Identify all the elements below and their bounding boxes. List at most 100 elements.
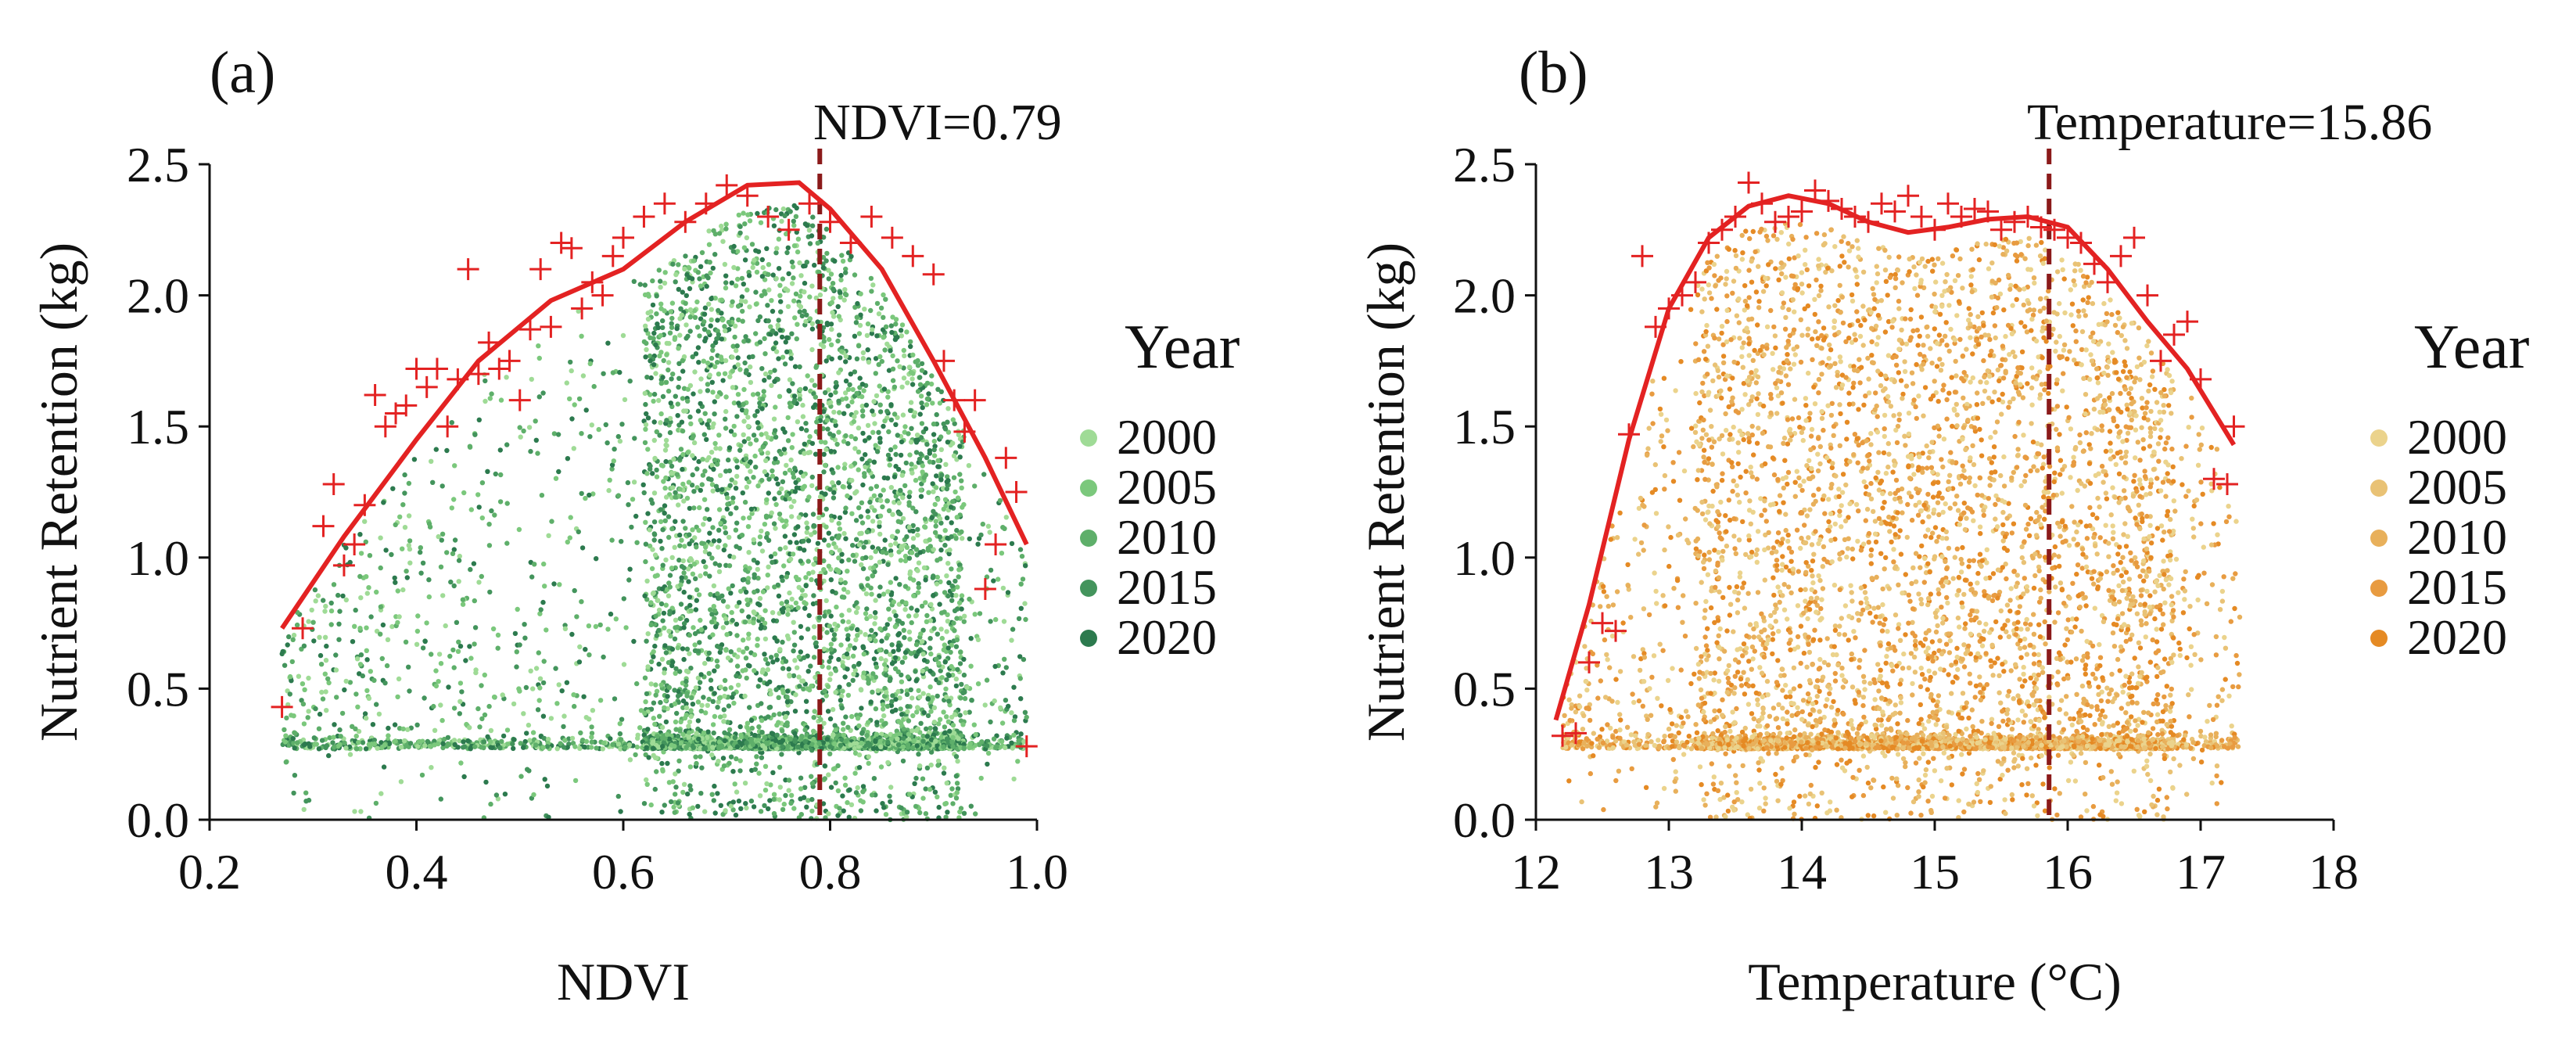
scatter-point	[739, 408, 745, 413]
scatter-point	[788, 209, 793, 214]
scatter-point	[316, 726, 322, 731]
scatter-point	[825, 709, 831, 714]
scatter-point	[406, 513, 412, 519]
scatter-point	[373, 800, 379, 806]
scatter-point	[872, 621, 877, 627]
scatter-point	[856, 331, 863, 336]
scatter-point	[773, 476, 779, 482]
scatter-point	[718, 803, 723, 809]
scatter-point	[722, 371, 728, 376]
scatter-point	[699, 765, 705, 770]
scatter-point	[886, 368, 892, 373]
scatter-point	[651, 398, 656, 404]
scatter-point	[791, 806, 797, 811]
scatter-point	[830, 589, 835, 594]
scatter-point	[483, 378, 488, 384]
scatter-point	[685, 669, 691, 675]
scatter-point	[790, 432, 795, 437]
scatter-point	[919, 603, 925, 609]
scatter-point	[743, 334, 748, 339]
scatter-point	[784, 335, 790, 340]
scatter-point	[754, 754, 759, 760]
scatter-point	[792, 731, 798, 736]
scatter-point	[678, 602, 684, 607]
scatter-point	[837, 548, 842, 553]
scatter-point	[748, 717, 755, 724]
scatter-point	[953, 536, 959, 541]
scatter-point	[842, 509, 849, 515]
scatter-point	[754, 269, 760, 275]
scatter-point	[696, 458, 701, 465]
scatter-point	[988, 619, 993, 624]
scatter-point	[902, 353, 907, 359]
scatter-point	[658, 411, 664, 417]
scatter-point	[742, 360, 748, 366]
scatter-point	[932, 530, 938, 535]
scatter-point	[791, 298, 797, 303]
scatter-point	[634, 540, 640, 545]
scatter-point	[784, 699, 791, 705]
scatter-point	[675, 413, 680, 418]
scatter-point	[904, 688, 910, 694]
scatter-point	[771, 792, 777, 797]
scatter-point	[633, 513, 639, 519]
scatter-point	[587, 652, 592, 658]
scatter-point	[748, 798, 755, 804]
scatter-point	[688, 708, 694, 713]
scatter-point	[479, 515, 485, 521]
scatter-point	[731, 700, 737, 706]
scatter-point	[744, 484, 750, 490]
scatter-point	[671, 804, 676, 810]
scatter-point	[741, 386, 747, 393]
scatter-point	[942, 542, 948, 548]
scatter-point	[366, 695, 372, 701]
scatter-point	[716, 695, 723, 701]
scatter-point	[762, 351, 768, 357]
scatter-point	[669, 526, 675, 532]
scatter-point	[702, 338, 708, 343]
scatter-point	[716, 390, 723, 396]
scatter-point	[759, 616, 765, 622]
scatter-point	[912, 410, 918, 415]
scatter-point	[523, 684, 529, 691]
scatter-point	[729, 303, 734, 308]
scatter-point	[802, 785, 808, 790]
scatter-point	[451, 583, 457, 589]
scatter-point	[765, 666, 771, 673]
scatter-point	[694, 485, 700, 490]
scatter-point	[768, 554, 774, 559]
scatter-point	[315, 593, 321, 598]
scatter-point	[511, 701, 517, 707]
scatter-point	[944, 677, 949, 683]
scatter-point	[777, 711, 782, 716]
scatter-point	[837, 526, 843, 532]
scatter-point	[436, 652, 443, 657]
scatter-point	[816, 269, 822, 275]
scatter-point	[683, 300, 688, 306]
scatter-point	[400, 587, 406, 593]
scatter-point	[703, 710, 709, 716]
scatter-point	[694, 760, 699, 767]
scatter-point	[1010, 745, 1016, 751]
scatter-point	[429, 652, 434, 657]
scatter-point	[331, 582, 337, 587]
scatter-point	[865, 583, 870, 588]
scatter-point	[792, 364, 798, 369]
scatter-point	[945, 440, 951, 445]
scatter-point	[985, 523, 992, 529]
scatter-point	[920, 795, 926, 801]
scatter-point	[303, 790, 309, 795]
scatter-point	[622, 397, 628, 403]
scatter-point	[343, 545, 349, 551]
scatter-point	[935, 693, 940, 699]
scatter-point	[643, 401, 648, 408]
scatter-point	[774, 722, 780, 728]
scatter-point	[364, 688, 370, 694]
scatter-point	[759, 548, 766, 554]
scatter-point	[758, 220, 764, 225]
scatter-point	[426, 577, 432, 583]
scatter-point	[802, 441, 808, 447]
scatter-point	[843, 396, 849, 401]
scatter-point	[718, 684, 723, 690]
scatter-point	[701, 311, 708, 317]
